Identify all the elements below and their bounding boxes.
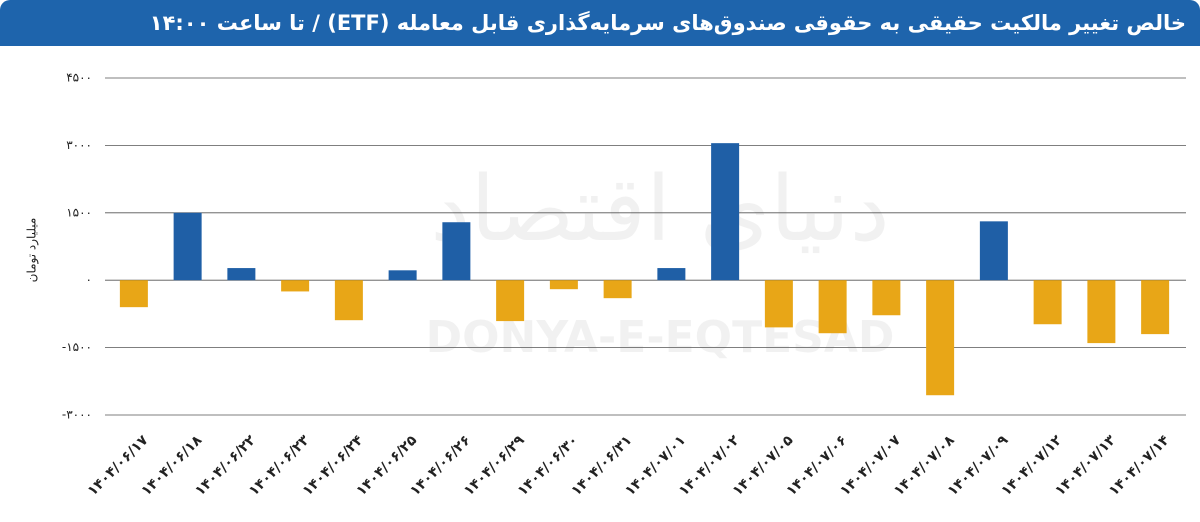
- bar: [872, 280, 901, 316]
- y-tick-label: -۱۵۰۰: [62, 340, 92, 354]
- bar: [926, 280, 955, 396]
- watermark-fa: دنیای اقتصاد: [430, 157, 890, 262]
- bar: [1087, 280, 1116, 344]
- chart-title: خالص تغییر مالکیت حقیقی به حقوقی صندوق‌ه…: [0, 0, 1200, 46]
- bar: [818, 280, 847, 334]
- bar: [1033, 280, 1062, 325]
- bar: [764, 280, 793, 328]
- bar: [281, 280, 310, 292]
- bar: [173, 212, 202, 281]
- bar: [711, 143, 740, 281]
- bar: [496, 280, 525, 322]
- y-tick-label: -۳۰۰۰: [62, 408, 92, 422]
- bar: [334, 280, 363, 321]
- y-axis-label: میلیارد تومان: [25, 218, 40, 283]
- y-tick-label: ۱۵۰۰: [66, 205, 92, 219]
- bar: [603, 280, 632, 299]
- bar: [119, 280, 148, 308]
- bar: [549, 280, 578, 290]
- y-tick-label: ۴۵۰۰: [66, 71, 92, 85]
- bar: [979, 221, 1008, 281]
- bar: [388, 270, 417, 281]
- bar: [227, 268, 256, 281]
- y-tick-label: ۰: [86, 273, 92, 287]
- bar: [657, 268, 686, 281]
- bar: [442, 222, 471, 281]
- y-tick-label: ۳۰۰۰: [66, 138, 92, 152]
- bar: [1141, 280, 1170, 335]
